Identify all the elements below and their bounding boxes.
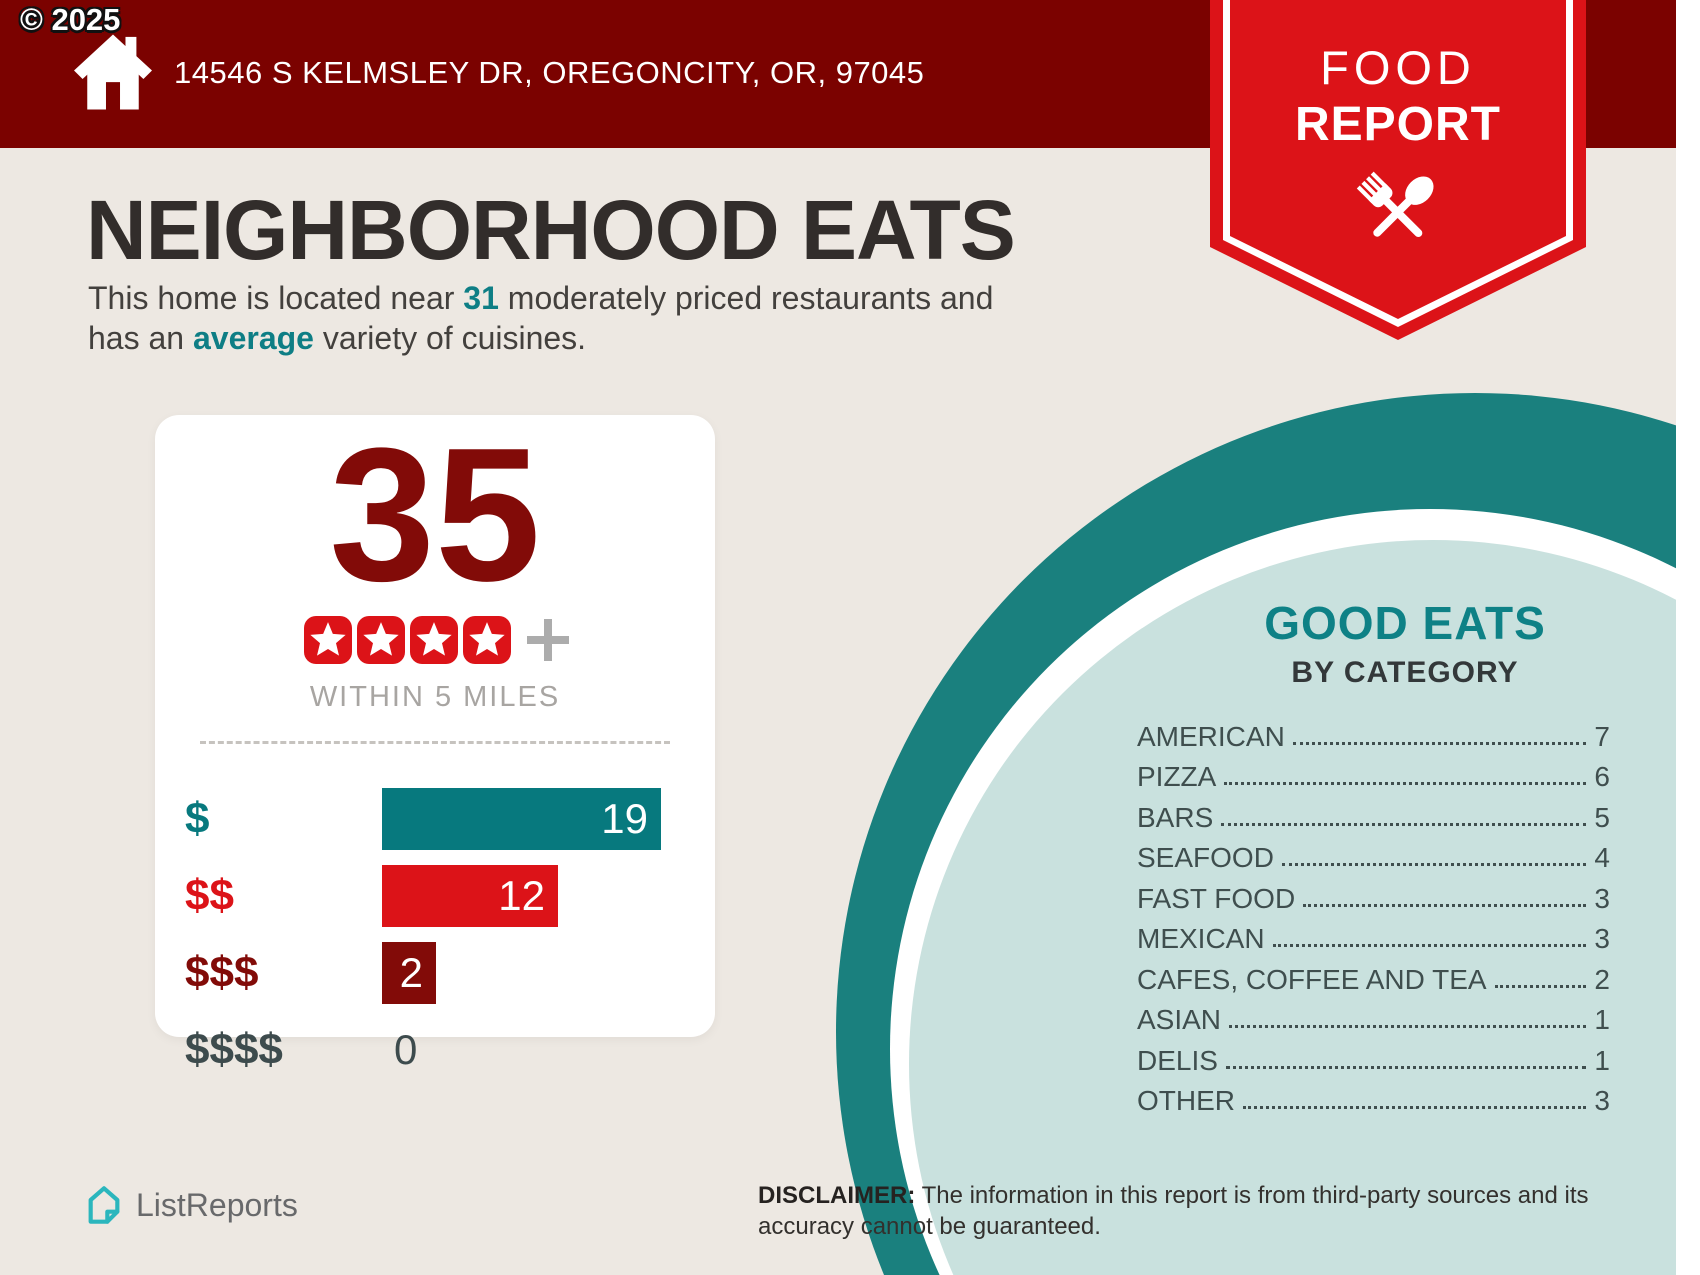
food-report-ribbon: FOOD REPORT [1210, 0, 1586, 340]
price-tier-value: 12 [498, 872, 545, 919]
category-count: 1 [1594, 1044, 1610, 1076]
dotted-leader [1221, 822, 1587, 826]
category-label: ASIAN [1137, 1004, 1222, 1035]
category-label: SEAFOOD [1137, 842, 1274, 873]
dotted-leader [1272, 944, 1587, 947]
price-tier-label: $$$$ [185, 1025, 283, 1074]
disclaimer-body: The information in this report is from t… [758, 1182, 1589, 1240]
category-row: CAFES, COFFEE AND TEA 2 [1137, 955, 1610, 996]
price-tier-bar: 2 [382, 942, 436, 1004]
star-rating [155, 615, 715, 665]
dotted-leader [1225, 1065, 1587, 1069]
restaurant-count: 35 [329, 409, 541, 621]
copyright-text: © 2025 [20, 2, 121, 37]
page-title: NEIGHBORHOOD EATS [86, 183, 1016, 277]
disclaimer-text: DISCLAIMER: The information in this repo… [758, 1180, 1638, 1242]
category-row: DELIS 1 [1137, 1036, 1610, 1077]
category-row: ASIAN 1 [1137, 996, 1610, 1037]
plus-icon [527, 619, 569, 661]
price-tier-label: $ [185, 794, 210, 843]
radius-caption: WITHIN 5 MILES [309, 681, 561, 713]
dotted-leader [1281, 863, 1587, 866]
property-address: 14546 S KELMSLEY DR, OREGONCITY, OR, 970… [174, 55, 925, 90]
intro-sentence: This home is located near 31 moderately … [88, 278, 1128, 358]
star-icon [356, 616, 405, 664]
good-eats-subtitle: BY CATEGORY [1291, 656, 1519, 689]
dotted-leader [1292, 741, 1587, 745]
ribbon-title-line1: FOOD [1320, 41, 1476, 94]
intro-text: moderately priced restaurants and [498, 280, 994, 316]
category-label: FAST FOOD [1137, 882, 1296, 914]
category-label: OTHER [1137, 1085, 1235, 1116]
star-icon [462, 616, 511, 664]
intro-accent-text: average [192, 320, 314, 356]
intro-text: This home is located near [88, 280, 464, 316]
category-label: DELIS [1137, 1044, 1218, 1076]
category-count: 2 [1594, 963, 1610, 995]
good-eats-category-list: AMERICAN 7 PIZZA 6 BARS 5 SEAFOOD 4 FAST FOOD 3 ME… [1137, 712, 1610, 1117]
price-tier-row: $$ 12 [155, 865, 715, 927]
category-row: SEAFOOD 4 [1137, 834, 1610, 875]
price-tier-value: 0 [394, 1026, 418, 1073]
good-eats-header: GOOD EATS BY CATEGORY [1165, 596, 1645, 690]
category-count: 3 [1594, 882, 1610, 914]
category-row: MEXICAN 3 [1137, 915, 1610, 956]
price-tier-row: $19 [155, 788, 715, 850]
category-count: 7 [1594, 720, 1610, 752]
category-count: 3 [1594, 923, 1610, 954]
dashed-divider [200, 741, 670, 744]
category-label: PIZZA [1137, 761, 1217, 792]
price-tier-bar: 19 [382, 788, 661, 850]
category-count: 5 [1594, 801, 1610, 833]
category-count: 4 [1594, 842, 1610, 873]
star-icon [409, 616, 458, 664]
restaurant-summary-card: 35 WITHIN 5 MILES $19 $$ 12 $$$ 2 $$$$ 0 [155, 409, 715, 1074]
category-row: OTHER 3 [1137, 1077, 1610, 1118]
price-tier-row: $$$$ 0 [155, 1019, 715, 1081]
price-tier-label: $$ [185, 871, 234, 920]
category-row: FAST FOOD 3 [1137, 874, 1610, 915]
category-count: 3 [1594, 1085, 1610, 1116]
star-icon [303, 616, 352, 664]
listreports-wordmark: ListReports [136, 1186, 298, 1223]
good-eats-title: GOOD EATS [1264, 597, 1546, 649]
crossed-spoon-fork-icon [1356, 171, 1434, 238]
category-label: BARS [1137, 801, 1214, 833]
category-row: BARS 5 [1137, 793, 1610, 834]
category-label: MEXICAN [1137, 923, 1265, 954]
category-count: 1 [1594, 1004, 1610, 1035]
price-tier-bar-chart: $19 $$ 12 $$$ 2 $$$$ 0 [155, 788, 715, 1096]
price-tier-bar: 12 [382, 865, 558, 927]
listreports-house-icon [88, 1186, 120, 1224]
category-label: AMERICAN [1137, 720, 1285, 752]
price-tier-value: 2 [399, 949, 423, 996]
category-row: AMERICAN 7 [1137, 712, 1610, 753]
price-tier-label: $$$ [185, 948, 259, 997]
dotted-leader [1224, 782, 1587, 785]
dotted-leader [1494, 984, 1587, 988]
dotted-leader [1229, 1025, 1587, 1028]
disclaimer-label: DISCLAIMER: [758, 1182, 916, 1209]
intro-text: variety of cuisines. [313, 320, 587, 356]
listreports-logo: ListReports [84, 1184, 298, 1226]
ribbon-title: FOOD REPORT [1210, 40, 1586, 152]
intro-accent-text: 31 [463, 280, 499, 316]
category-row: PIZZA 6 [1137, 753, 1610, 794]
price-tier-row: $$$ 2 [155, 942, 715, 1004]
intro-text: has an [88, 320, 193, 356]
price-tier-value: 19 [601, 795, 648, 842]
category-label: CAFES, COFFEE AND TEA [1137, 963, 1487, 995]
dotted-leader [1303, 903, 1587, 907]
dotted-leader [1243, 1106, 1587, 1109]
ribbon-title-line2: REPORT [1294, 98, 1501, 151]
category-count: 6 [1594, 761, 1610, 792]
home-icon [74, 34, 152, 110]
